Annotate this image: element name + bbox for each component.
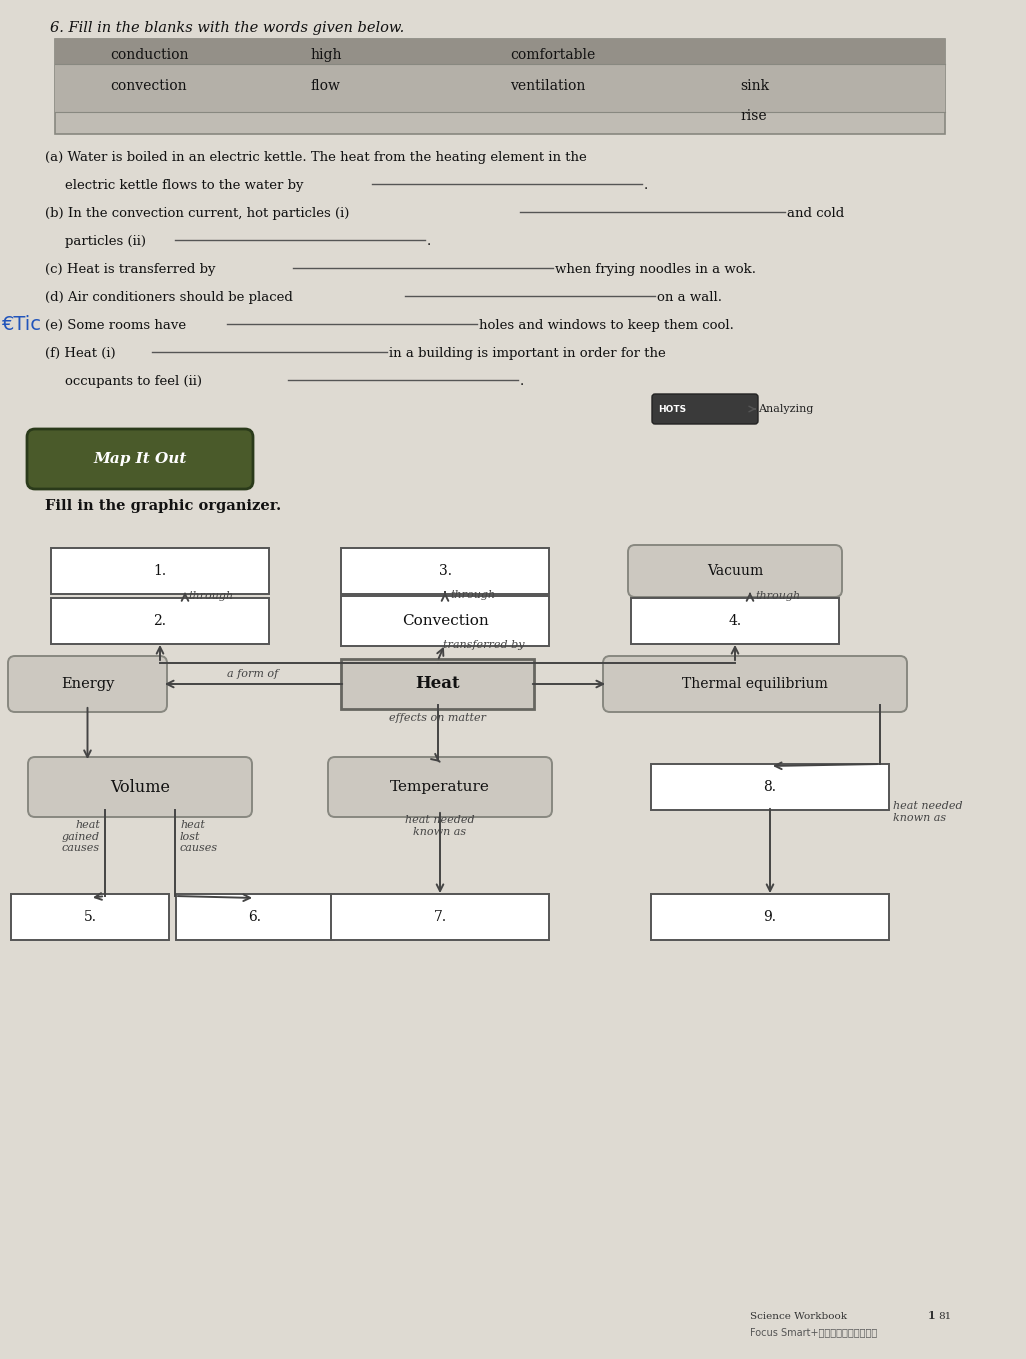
Text: heat
gained
causes: heat gained causes — [62, 819, 100, 853]
Text: holes and windows to keep them cool.: holes and windows to keep them cool. — [479, 319, 734, 332]
FancyBboxPatch shape — [331, 894, 549, 940]
FancyBboxPatch shape — [628, 545, 842, 597]
Text: 9.: 9. — [763, 911, 777, 924]
Text: Energy: Energy — [61, 677, 114, 690]
FancyBboxPatch shape — [631, 598, 839, 644]
Text: Vacuum: Vacuum — [707, 564, 763, 578]
Text: comfortable: comfortable — [510, 48, 595, 63]
Text: HOTS: HOTS — [658, 405, 686, 413]
FancyBboxPatch shape — [55, 64, 945, 111]
Text: heat
lost
causes: heat lost causes — [180, 819, 219, 853]
Text: 3.: 3. — [438, 564, 451, 578]
FancyBboxPatch shape — [51, 548, 269, 594]
Text: through: through — [450, 590, 496, 601]
Text: 5.: 5. — [83, 911, 96, 924]
Text: (c) Heat is transferred by: (c) Heat is transferred by — [45, 264, 215, 276]
Text: convection: convection — [110, 79, 187, 92]
FancyBboxPatch shape — [341, 597, 549, 646]
FancyBboxPatch shape — [341, 548, 549, 594]
Text: .: . — [427, 235, 431, 247]
Text: through: through — [188, 591, 233, 601]
Text: .: . — [644, 179, 648, 192]
Text: (d) Air conditioners should be placed: (d) Air conditioners should be placed — [45, 291, 292, 304]
Text: (e) Some rooms have: (e) Some rooms have — [45, 319, 186, 332]
Text: transferred by: transferred by — [442, 640, 524, 650]
FancyBboxPatch shape — [51, 598, 269, 644]
Text: effects on matter: effects on matter — [389, 713, 486, 723]
Text: 1: 1 — [928, 1310, 936, 1321]
FancyBboxPatch shape — [11, 894, 169, 940]
Text: Temperature: Temperature — [390, 780, 490, 794]
Text: conduction: conduction — [110, 48, 189, 63]
Text: €Tic: €Tic — [2, 314, 42, 333]
Text: occupants to feel (ii): occupants to feel (ii) — [65, 375, 202, 389]
FancyBboxPatch shape — [8, 656, 167, 712]
FancyBboxPatch shape — [176, 894, 334, 940]
FancyBboxPatch shape — [55, 39, 945, 135]
Text: Science Workbook: Science Workbook — [750, 1311, 847, 1321]
Text: 8.: 8. — [763, 780, 777, 794]
FancyBboxPatch shape — [55, 39, 945, 64]
Text: Thermal equilibrium: Thermal equilibrium — [682, 677, 828, 690]
Text: sink: sink — [740, 79, 770, 92]
Text: particles (ii): particles (ii) — [65, 235, 146, 247]
FancyBboxPatch shape — [652, 394, 758, 424]
FancyBboxPatch shape — [27, 429, 253, 489]
Text: high: high — [310, 48, 342, 63]
Text: 7.: 7. — [433, 911, 446, 924]
Text: in a building is important in order for the: in a building is important in order for … — [389, 347, 666, 360]
Text: heat needed
known as: heat needed known as — [893, 800, 962, 822]
Text: Focus Smart+สำนักพิมพ์: Focus Smart+สำนักพิมพ์ — [750, 1326, 877, 1337]
FancyBboxPatch shape — [328, 757, 552, 817]
Text: heat needed
known as: heat needed known as — [405, 815, 475, 837]
FancyBboxPatch shape — [603, 656, 907, 712]
FancyBboxPatch shape — [652, 764, 889, 810]
Text: a form of: a form of — [227, 669, 278, 680]
Text: through: through — [755, 591, 800, 601]
Text: rise: rise — [740, 109, 766, 124]
Text: 2.: 2. — [154, 614, 166, 628]
Text: 81: 81 — [938, 1311, 951, 1321]
Text: on a wall.: on a wall. — [657, 291, 722, 304]
FancyBboxPatch shape — [341, 659, 534, 709]
Text: .: . — [520, 375, 524, 389]
Text: ventilation: ventilation — [510, 79, 586, 92]
Text: 6.: 6. — [248, 911, 262, 924]
Text: 6. Fill in the blanks with the words given below.: 6. Fill in the blanks with the words giv… — [50, 20, 404, 35]
Text: Fill in the graphic organizer.: Fill in the graphic organizer. — [45, 499, 281, 512]
Text: (b) In the convection current, hot particles (i): (b) In the convection current, hot parti… — [45, 207, 350, 220]
FancyBboxPatch shape — [28, 757, 252, 817]
Text: Convection: Convection — [401, 614, 488, 628]
Text: Volume: Volume — [110, 779, 170, 795]
Text: 1.: 1. — [154, 564, 166, 578]
Text: 4.: 4. — [728, 614, 742, 628]
Text: Map It Out: Map It Out — [93, 453, 187, 466]
Text: Heat: Heat — [416, 675, 460, 693]
Text: (a) Water is boiled in an electric kettle. The heat from the heating element in : (a) Water is boiled in an electric kettl… — [45, 151, 587, 164]
FancyBboxPatch shape — [652, 894, 889, 940]
Text: electric kettle flows to the water by: electric kettle flows to the water by — [65, 179, 304, 192]
Text: Analyzing: Analyzing — [758, 404, 814, 414]
Text: (f) Heat (i): (f) Heat (i) — [45, 347, 116, 360]
Text: and cold: and cold — [787, 207, 844, 220]
Text: flow: flow — [310, 79, 340, 92]
Text: when frying noodles in a wok.: when frying noodles in a wok. — [555, 264, 756, 276]
